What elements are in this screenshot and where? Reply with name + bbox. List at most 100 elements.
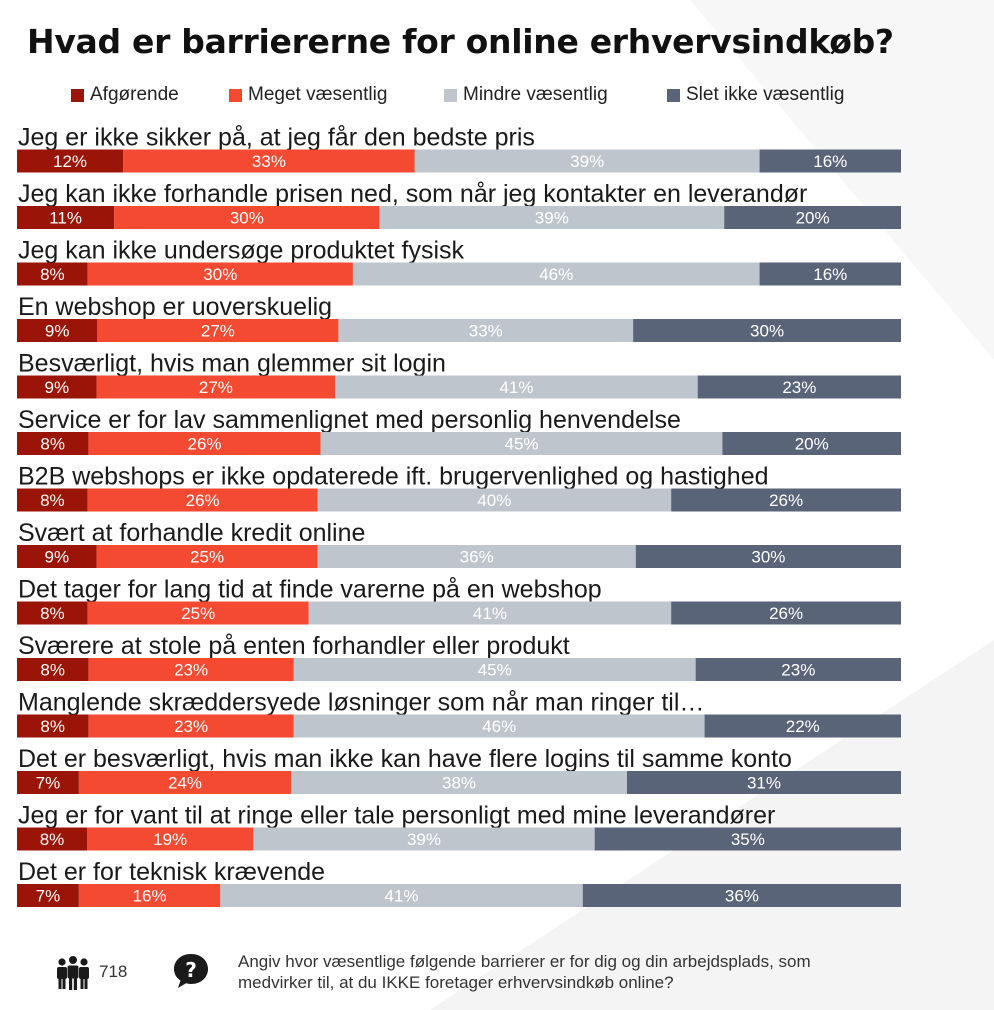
bar-segment-meget (87, 488, 318, 512)
category-label: Det er for teknisk krævende (18, 858, 325, 886)
category-label: Svært at forhandle kredit online (18, 519, 365, 547)
data-label: 30% (203, 265, 237, 284)
legend-label: Afgørende (90, 84, 179, 105)
data-label: 33% (252, 152, 286, 171)
data-label: 8% (40, 265, 65, 284)
bar-segment-meget (87, 262, 353, 286)
data-label: 12% (53, 152, 87, 171)
legend-swatch (444, 88, 457, 102)
bar-segment-mindre (293, 658, 696, 681)
data-label: 23% (781, 661, 815, 680)
bar-segment-meget (88, 658, 294, 681)
data-label: 24% (168, 774, 202, 793)
data-label: 16% (133, 887, 167, 906)
legend-swatch (667, 88, 680, 102)
bar-segment-meget (88, 714, 294, 738)
data-label: 8% (40, 604, 65, 623)
bar-segment-afgorende (17, 658, 89, 681)
bar-segment-slet (759, 262, 901, 286)
data-label: 8% (40, 491, 65, 510)
data-label: 26% (186, 491, 220, 510)
bar-segment-afgorende (17, 884, 79, 907)
bar-segment-afgorende (17, 206, 115, 229)
data-label: 23% (174, 661, 208, 680)
data-label: 20% (795, 435, 829, 454)
data-label: 45% (478, 661, 512, 680)
bar-segment-mindre (293, 714, 705, 738)
category-label: B2B webshops er ikke opdaterede ift. bru… (18, 463, 769, 491)
data-label: 33% (469, 322, 503, 341)
chart-title: Hvad er barriererne for online erhvervsi… (27, 22, 894, 61)
legend: Afgørende Meget væsentlig Mindre væsentl… (0, 84, 994, 108)
bar-segment-slet (582, 884, 901, 907)
bar-segment-afgorende (17, 714, 89, 738)
data-label: 39% (535, 209, 569, 228)
data-label: 46% (482, 717, 516, 736)
data-label: 41% (499, 378, 533, 397)
legend-swatch (71, 88, 84, 102)
data-label: 26% (188, 435, 222, 454)
bar-segment-meget (87, 601, 309, 625)
data-label: 31% (747, 774, 781, 793)
legend-swatch (229, 88, 242, 102)
data-label: 11% (49, 209, 82, 228)
data-label: 16% (813, 265, 847, 284)
data-label: 27% (199, 378, 233, 397)
bar-segment-afgorende (17, 149, 124, 173)
category-label: Jeg er for vant til at ringe eller tale … (18, 802, 775, 830)
bar-segment-meget (87, 827, 254, 851)
bar-segment-slet (671, 488, 901, 512)
data-label: 35% (731, 830, 765, 849)
bar-segment-afgorende (17, 319, 98, 342)
data-label: 23% (782, 378, 816, 397)
data-label: 27% (201, 322, 235, 341)
bar-segment-afgorende (17, 771, 79, 794)
category-label: Jeg er ikke sikker på, at jeg får den be… (18, 124, 535, 152)
bar-segment-meget (78, 884, 221, 907)
bar-segment-meget (96, 375, 336, 399)
bar-segment-afgorende (17, 375, 97, 399)
category-label: Manglende skræddersyede løsninger som nå… (18, 689, 704, 717)
bar-segment-slet (633, 319, 901, 342)
category-label: Det tager for lang tid at finde varerne … (18, 576, 602, 604)
bar-segment-mindre (220, 884, 583, 907)
bar-segment-afgorende (17, 488, 88, 512)
data-label: 30% (750, 322, 784, 341)
bar-segment-afgorende (17, 827, 88, 851)
data-label: 22% (786, 717, 820, 736)
bar-segment-meget (114, 206, 380, 229)
data-label: 7% (36, 774, 61, 793)
bar-segment-slet (724, 206, 901, 229)
bar-segment-mindre (414, 149, 760, 173)
bar-segment-mindre (253, 827, 595, 851)
legend-item-slet: Slet ikke væsentlig (667, 84, 844, 106)
data-label: 8% (40, 661, 65, 680)
data-label: 39% (407, 830, 441, 849)
data-label: 45% (504, 435, 538, 454)
data-label: 36% (460, 548, 494, 567)
bar-segment-mindre (320, 432, 723, 455)
data-label: 19% (153, 830, 187, 849)
bar-segment-mindre (379, 206, 725, 229)
data-label: 16% (813, 152, 847, 171)
people-icon (57, 956, 89, 990)
legend-item-meget: Meget væsentlig (229, 84, 387, 106)
stacked-bar-chart: Jeg er ikke sikker på, at jeg får den be… (17, 124, 901, 907)
data-label: 46% (539, 265, 573, 284)
bar-segment-mindre (317, 545, 636, 568)
bar-segment-slet (759, 149, 901, 173)
bar-segment-mindre (317, 488, 672, 512)
data-label: 36% (725, 887, 759, 906)
bar-segment-afgorende (17, 545, 97, 568)
data-label: 40% (477, 491, 511, 510)
bar-segment-slet (594, 827, 901, 851)
data-label: 9% (44, 548, 69, 567)
bar-segment-slet (704, 714, 901, 738)
bar-segment-mindre (338, 319, 634, 342)
legend-item-mindre: Mindre væsentlig (444, 84, 608, 106)
legend-label: Slet ikke væsentlig (686, 84, 845, 105)
category-label: En webshop er uoverskuelig (18, 293, 332, 321)
data-label: 38% (442, 774, 476, 793)
data-label: 9% (44, 378, 69, 397)
data-label: 30% (751, 548, 785, 567)
